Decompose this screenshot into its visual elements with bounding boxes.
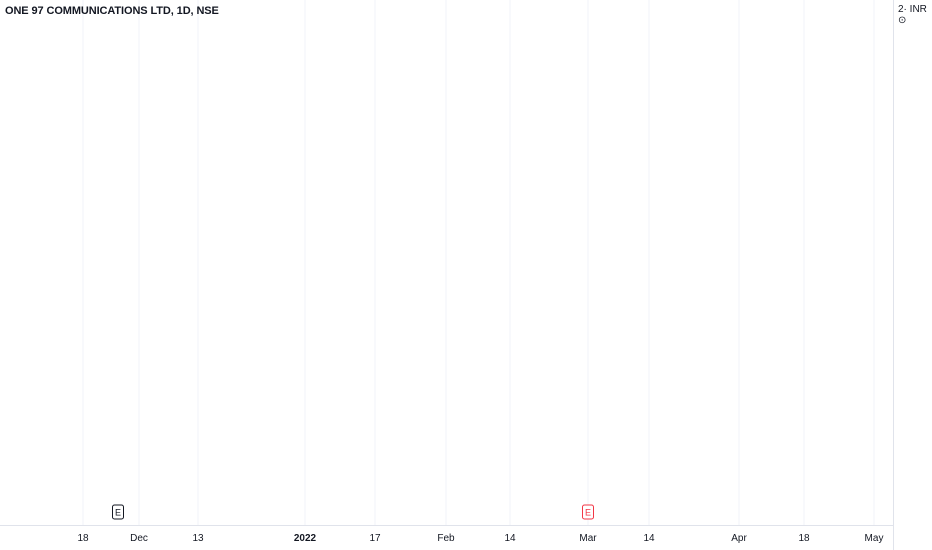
currency-tag[interactable]: 2· INR ⊙	[898, 4, 927, 26]
time-axis[interactable]: 18 Dec 13 2022 17 Feb 14 Mar 14 Apr 18 May	[77, 533, 883, 544]
x-tick-label: 18	[798, 533, 810, 544]
x-tick-label: 14	[504, 533, 516, 544]
earnings-marker-label: E	[585, 508, 591, 518]
x-tick-label: 17	[369, 533, 381, 544]
x-tick-label: May	[865, 533, 884, 544]
grid	[82, 0, 875, 525]
x-tick-label: Apr	[731, 533, 747, 544]
earnings-marker-label: E	[115, 508, 121, 518]
x-tick-label: 13	[192, 533, 204, 544]
x-tick-label: Feb	[437, 533, 455, 544]
earnings-marker-box	[112, 504, 124, 520]
x-tick-label: 14	[643, 533, 655, 544]
x-tick-label: 2022	[294, 533, 317, 544]
x-tick-label: Dec	[130, 533, 148, 544]
x-tick-label: Mar	[579, 533, 597, 544]
chart-title: ONE 97 COMMUNICATIONS LTD, 1D, NSE	[5, 5, 219, 17]
x-tick-label: 18	[77, 533, 89, 544]
earnings-marker-box	[582, 504, 594, 520]
